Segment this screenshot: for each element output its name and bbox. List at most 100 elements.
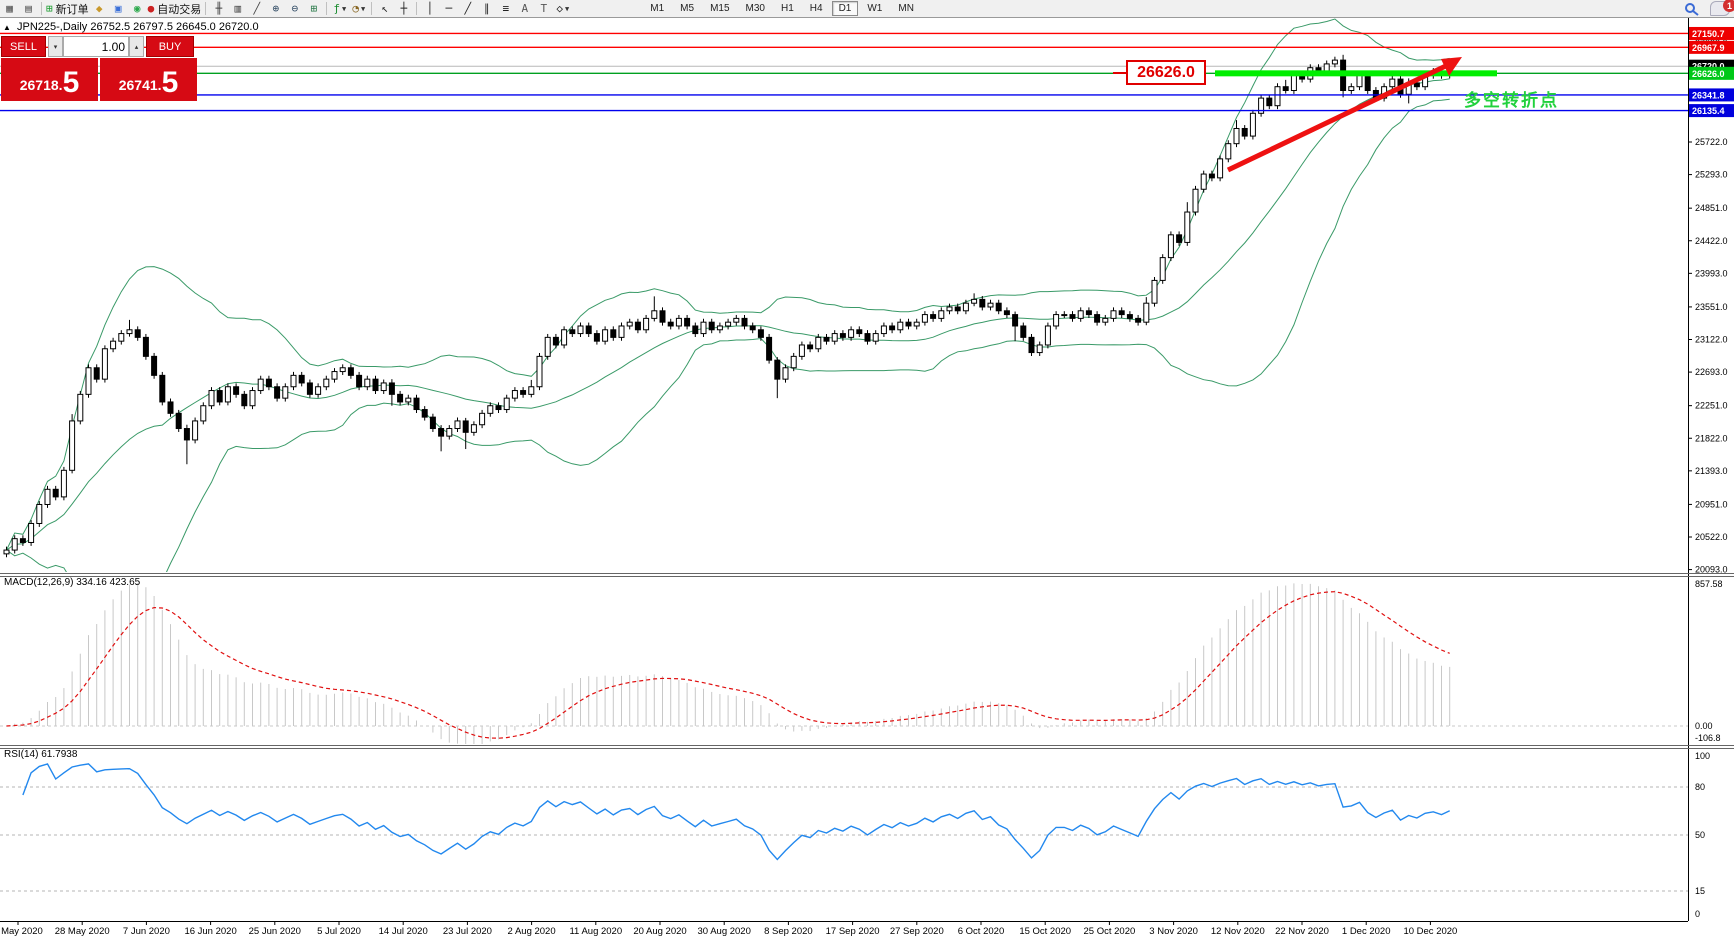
autotrade-button[interactable]: ● 自动交易 bbox=[147, 2, 202, 16]
shapes-icon[interactable]: ◇ ▼ bbox=[556, 2, 570, 15]
volume-increase-button[interactable]: ▴ bbox=[129, 36, 144, 57]
svg-text:22251.0: 22251.0 bbox=[1695, 401, 1728, 411]
svg-text:1 Dec 2020: 1 Dec 2020 bbox=[1342, 926, 1391, 937]
svg-text:0: 0 bbox=[1695, 909, 1700, 919]
new-order-button[interactable]: ⊞ 新订单 bbox=[46, 2, 89, 16]
bollinger-bands bbox=[6, 18, 1450, 572]
svg-text:5 Jul 2020: 5 Jul 2020 bbox=[317, 926, 361, 937]
timeframe-h1[interactable]: H1 bbox=[774, 1, 801, 16]
vertical-line-icon[interactable]: │ bbox=[426, 2, 434, 15]
svg-text:24422.0: 24422.0 bbox=[1695, 236, 1728, 246]
zoom-out-icon[interactable]: ⊖ bbox=[291, 2, 299, 15]
svg-text:7 Jun 2020: 7 Jun 2020 bbox=[123, 926, 170, 937]
macd-indicator-label: MACD(12,26,9) 334.16 423.65 bbox=[4, 577, 141, 588]
chart-title: ▲ JPN225-,Daily 26752.5 26797.5 26645.0 … bbox=[3, 21, 259, 33]
tile-windows-icon[interactable]: ⊞ bbox=[310, 2, 318, 15]
timeframe-mn[interactable]: MN bbox=[891, 1, 921, 16]
window-list-icon[interactable]: ▤ bbox=[25, 2, 32, 15]
svg-text:26626.0: 26626.0 bbox=[1692, 69, 1725, 79]
channel-icon[interactable]: ∥ bbox=[484, 2, 490, 15]
highlight-level-line bbox=[1215, 70, 1497, 77]
fibonacci-icon[interactable]: ≡ bbox=[502, 2, 510, 15]
toolbar-right: 1 bbox=[1684, 0, 1734, 16]
chart-symbol-period: JPN225-,Daily bbox=[16, 21, 88, 33]
notification-badge: 1 bbox=[1723, 0, 1734, 12]
publisher-icon[interactable]: ▣ bbox=[114, 2, 122, 15]
svg-text:16 Jun 2020: 16 Jun 2020 bbox=[184, 926, 236, 937]
svg-text:20093.0: 20093.0 bbox=[1695, 565, 1728, 575]
collapse-arrow-icon[interactable]: ▲ bbox=[3, 23, 11, 32]
signal-icon[interactable]: ◉ bbox=[133, 2, 141, 15]
trendline-icon[interactable]: ╱ bbox=[464, 2, 472, 15]
timeframe-m30[interactable]: M30 bbox=[739, 1, 772, 16]
level-label-connector bbox=[1113, 72, 1126, 74]
history-center-icon[interactable]: ◆ bbox=[95, 2, 103, 15]
timeframe-h4[interactable]: H4 bbox=[803, 1, 830, 16]
axis-price-label: 26135.4 bbox=[1689, 104, 1734, 118]
zoom-in-icon[interactable]: ⊕ bbox=[272, 2, 280, 15]
toolbar-separator bbox=[416, 2, 418, 15]
rsi-pane bbox=[0, 763, 1688, 892]
candlestick-chart-icon[interactable]: ▥ bbox=[234, 2, 242, 15]
turning-point-annotation: 多空转折点 bbox=[1464, 91, 1559, 110]
volume-input[interactable] bbox=[63, 36, 129, 57]
toolbar-separator bbox=[41, 2, 42, 15]
timeframe-m5[interactable]: M5 bbox=[673, 1, 701, 16]
timeframe-m1[interactable]: M1 bbox=[643, 1, 671, 16]
line-chart-icon[interactable]: ╱ bbox=[253, 2, 261, 15]
axis-price-label: 26967.9 bbox=[1689, 40, 1734, 54]
svg-text:-106.8: -106.8 bbox=[1695, 733, 1721, 743]
horizontal-line-icon[interactable]: ─ bbox=[445, 2, 453, 15]
cursor-icon[interactable]: ↖ bbox=[381, 2, 389, 15]
timeframe-w1[interactable]: W1 bbox=[860, 1, 889, 16]
svg-text:2 Aug 2020: 2 Aug 2020 bbox=[508, 926, 556, 937]
new-chart-icon[interactable]: ▦ bbox=[6, 2, 13, 15]
svg-text:17 Sep 2020: 17 Sep 2020 bbox=[826, 926, 880, 937]
svg-text:0.00: 0.00 bbox=[1695, 721, 1713, 731]
svg-text:28 May 2020: 28 May 2020 bbox=[55, 926, 110, 937]
candles bbox=[3, 54, 1453, 558]
level-price-annotation: 26626.0 bbox=[1126, 60, 1206, 85]
chart-ohlc-values: 26752.5 26797.5 26645.0 26720.0 bbox=[90, 21, 259, 33]
indicators-icon[interactable]: ƒ ▼ bbox=[333, 2, 347, 15]
svg-text:9 May 2020: 9 May 2020 bbox=[0, 926, 43, 937]
time-axis: 9 May 2020 28 May 2020 7 Jun 2020 16 Jun 20… bbox=[0, 921, 1457, 937]
timeframe-m15[interactable]: M15 bbox=[703, 1, 736, 16]
toolbar-separator bbox=[205, 2, 207, 15]
svg-text:100: 100 bbox=[1695, 751, 1710, 761]
svg-text:25293.0: 25293.0 bbox=[1695, 170, 1728, 180]
svg-text:21393.0: 21393.0 bbox=[1695, 466, 1728, 476]
buy-price-button[interactable]: 26741. 5 bbox=[100, 58, 197, 101]
rsi-indicator-label: RSI(14) 61.7938 bbox=[4, 749, 78, 760]
svg-text:857.58: 857.58 bbox=[1695, 579, 1723, 589]
axis-price-label: 27150.7 bbox=[1689, 26, 1734, 40]
svg-text:3 Nov 2020: 3 Nov 2020 bbox=[1149, 926, 1198, 937]
svg-text:26341.8: 26341.8 bbox=[1692, 90, 1725, 100]
svg-text:21822.0: 21822.0 bbox=[1695, 433, 1728, 443]
text-icon[interactable]: A bbox=[521, 2, 529, 15]
notifications-icon[interactable]: 1 bbox=[1710, 0, 1734, 16]
svg-text:23551.0: 23551.0 bbox=[1695, 302, 1728, 312]
svg-text:15 Oct 2020: 15 Oct 2020 bbox=[1019, 926, 1071, 937]
search-icon[interactable] bbox=[1684, 2, 1700, 16]
macd-pane bbox=[0, 583, 1688, 744]
period-icon[interactable]: ◔ ▼ bbox=[352, 2, 366, 15]
sell-price-button[interactable]: 26718. 5 bbox=[1, 58, 98, 101]
svg-text:10 Dec 2020: 10 Dec 2020 bbox=[1403, 926, 1457, 937]
svg-text:50: 50 bbox=[1695, 830, 1705, 840]
timeframe-d1[interactable]: D1 bbox=[831, 1, 859, 16]
crosshair-icon[interactable]: ┼ bbox=[400, 2, 408, 15]
label-icon[interactable]: T bbox=[540, 2, 548, 15]
toolbar-separator bbox=[371, 2, 373, 15]
trend-arrow-line bbox=[1226, 60, 1454, 173]
svg-text:20522.0: 20522.0 bbox=[1695, 532, 1728, 542]
bar-chart-icon[interactable]: ╫ bbox=[215, 2, 223, 15]
volume-decrease-button[interactable]: ▾ bbox=[48, 36, 63, 57]
toolbar: ▦ ▤ ⊞ 新订单 ◆ ▣ ◉ ● 自动交易 ╫ ▥ ╱ ⊕ ⊖ ⊞ ƒ ▼ ◔ ▼ ↖ ┼ │ ─ ╱ ∥ ≡ A T ◇ ▼ M1 M5… bbox=[0, 0, 1734, 18]
timeframe-switcher: M1 M5 M15 M30 H1 H4 D1 W1 MN bbox=[642, 1, 922, 16]
svg-text:23122.0: 23122.0 bbox=[1695, 335, 1728, 345]
sell-button[interactable]: SELL bbox=[1, 36, 46, 57]
svg-text:25 Jun 2020: 25 Jun 2020 bbox=[249, 926, 301, 937]
buy-button[interactable]: BUY bbox=[146, 36, 194, 57]
